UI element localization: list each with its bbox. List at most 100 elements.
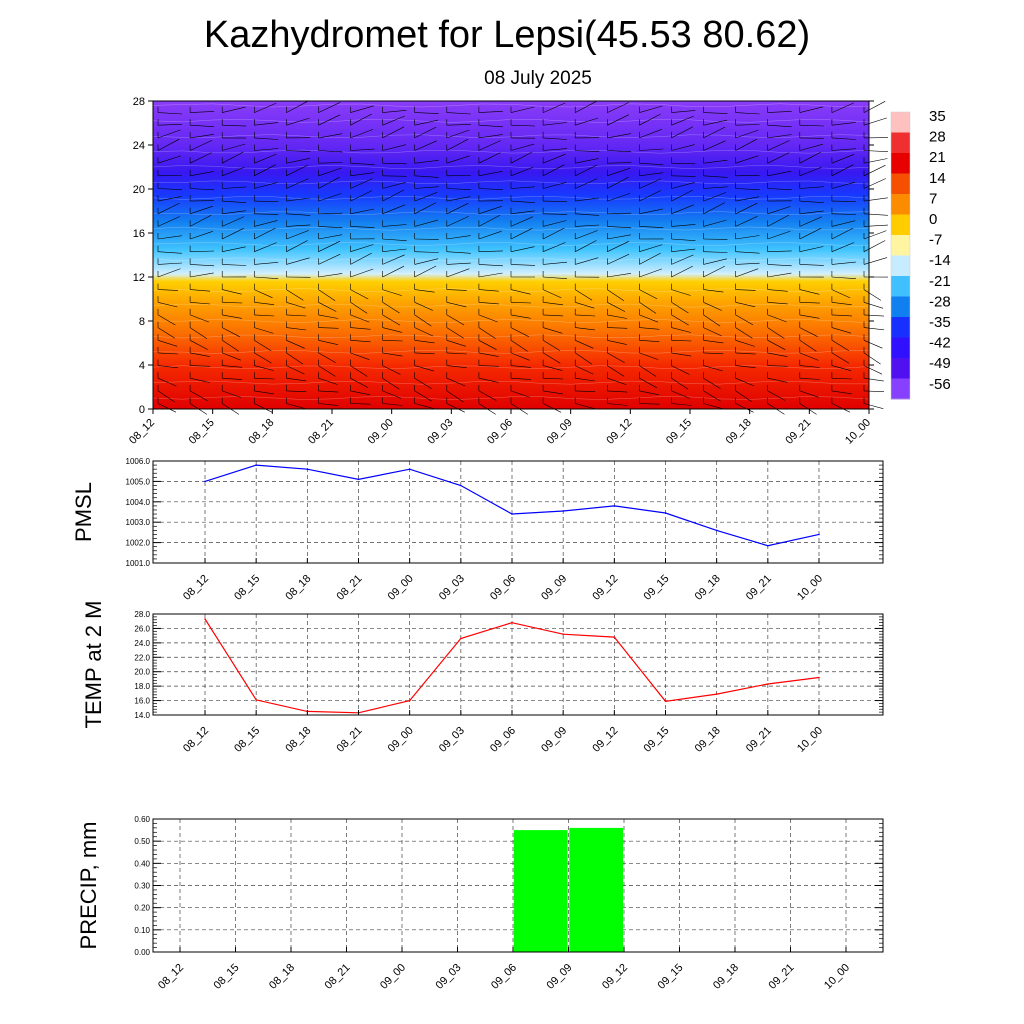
temperature-field <box>153 101 869 409</box>
wind-barb <box>318 114 341 126</box>
wind-barb <box>318 212 343 215</box>
wind-barb <box>414 340 435 344</box>
wind-barb <box>542 403 562 413</box>
wind-barb <box>478 152 501 164</box>
y-tick-label: 1004.0 <box>126 498 151 507</box>
wind-barb <box>799 186 824 189</box>
y-tick-label: 16.0 <box>134 697 150 706</box>
wind-barb <box>575 158 599 164</box>
wind-barb <box>350 252 372 265</box>
contour-line <box>152 288 870 293</box>
wind-barb <box>414 365 435 372</box>
x-tick-label: 09_15 <box>656 962 686 992</box>
wind-barb <box>767 124 792 128</box>
wind-barb <box>639 226 664 228</box>
wind-barb <box>478 206 502 215</box>
wind-barb <box>767 352 788 357</box>
wind-barb <box>414 112 439 114</box>
x-tick-label: 09_09 <box>539 725 569 755</box>
wind-barb <box>478 124 503 128</box>
wind-barb <box>607 352 625 364</box>
wind-barb <box>831 261 856 265</box>
wind-barb <box>799 352 819 361</box>
x-tick-label: 09_21 <box>783 417 813 447</box>
y-tick-label: 0.40 <box>134 859 150 868</box>
wind-barb <box>286 150 311 152</box>
wind-barb <box>286 197 311 202</box>
wind-barb <box>767 140 790 151</box>
y-tick-label: 28 <box>133 96 145 108</box>
wind-barb <box>222 340 239 352</box>
wind-barb <box>318 167 342 177</box>
wind-barb <box>286 164 308 177</box>
contour-line <box>152 319 870 323</box>
series-point <box>562 510 564 512</box>
wind-barb <box>510 216 534 227</box>
x-tick-label: 10_00 <box>822 962 852 992</box>
wind-barb <box>575 178 598 189</box>
wind-barb <box>575 117 599 126</box>
wind-barb <box>703 140 726 151</box>
wind-barb <box>575 377 596 382</box>
wind-barb <box>157 129 181 139</box>
wind-barb <box>478 289 499 292</box>
wind-barb <box>639 208 663 215</box>
wind-barb <box>286 230 309 240</box>
colorbar-swatch <box>891 378 910 400</box>
wind-barb <box>222 289 242 295</box>
colorbar-swatch <box>891 153 910 174</box>
series-point <box>818 676 820 679</box>
wind-barb <box>607 273 632 278</box>
wind-barb <box>446 289 467 291</box>
x-tick-label: 09_15 <box>642 725 672 755</box>
colorbar-label: -56 <box>929 376 951 393</box>
wind-barb <box>671 302 689 314</box>
wind-barb <box>831 227 854 240</box>
wind-barb <box>671 175 696 177</box>
wind-barb <box>767 314 787 323</box>
colorbar-label: -42 <box>929 335 951 352</box>
wind-barb <box>478 171 503 177</box>
wind-barb <box>189 140 213 151</box>
wind-barb <box>286 289 304 301</box>
wind-barb <box>671 340 692 342</box>
wind-barb <box>575 224 600 227</box>
x-tick-label: 09_03 <box>425 417 455 447</box>
wind-barb <box>478 111 503 113</box>
wind-barb <box>414 160 439 164</box>
wind-barb <box>735 188 760 190</box>
wind-barb <box>414 289 435 293</box>
wind-barb <box>318 234 343 240</box>
wind-barb <box>157 314 176 326</box>
wind-barb <box>189 314 209 323</box>
wind-barb <box>382 377 400 390</box>
wind-barb <box>607 289 625 301</box>
wind-barb <box>542 352 561 364</box>
wind-barb <box>510 210 535 215</box>
y-tick-label: 1005.0 <box>126 477 151 486</box>
wind-barb <box>735 340 755 347</box>
wind-barb <box>863 178 886 189</box>
wind-barb <box>157 124 183 126</box>
wind-barb <box>382 238 407 241</box>
wind-barb <box>607 162 632 164</box>
wind-barb <box>350 390 371 396</box>
wind-barb <box>671 248 696 252</box>
wind-barb <box>639 340 660 342</box>
wind-barb <box>767 134 792 139</box>
wind-barb <box>382 182 406 189</box>
precip-panel: 0.00 0.10 0.20 0.30 0.40 0.50 0.60 08_12 08_15 08… <box>76 815 884 992</box>
wind-barb <box>190 264 215 267</box>
wind-barb <box>350 268 374 278</box>
wind-barb <box>735 155 759 164</box>
wind-barb <box>607 302 626 312</box>
wind-barb <box>831 314 852 317</box>
wind-barb <box>446 340 466 347</box>
wind-barb <box>382 162 407 165</box>
wind-barb <box>318 289 336 301</box>
wind-barb <box>510 390 530 398</box>
wind-barb <box>863 314 885 317</box>
wind-barb <box>318 273 343 278</box>
wind-barb <box>222 216 245 227</box>
wind-barb <box>575 352 592 365</box>
